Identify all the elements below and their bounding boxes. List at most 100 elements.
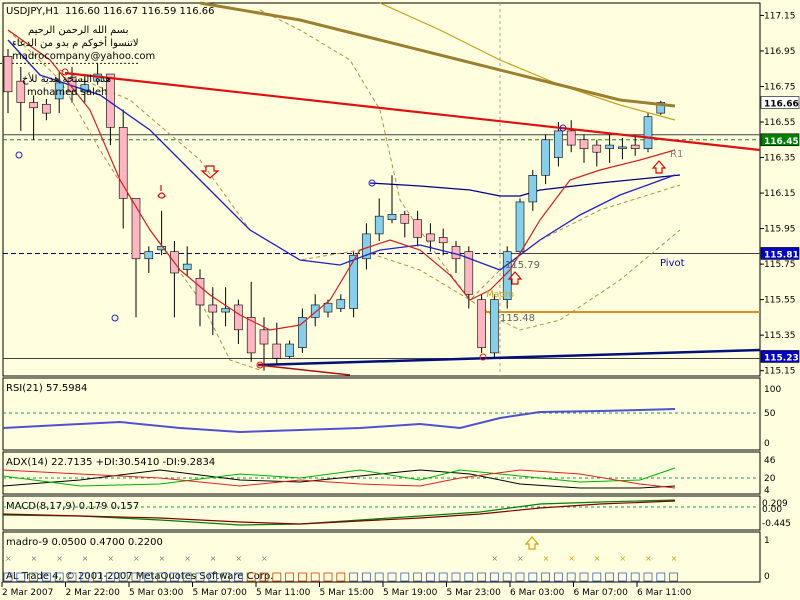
bear-candle [426,233,435,242]
madro-box [169,572,179,582]
price-badge-label: 115.23 [764,353,799,363]
bear-candle [592,144,602,153]
price-tick-label: 116.15 [764,189,796,199]
bull-candle [605,144,614,149]
madro-box [554,572,563,582]
madro-box [605,572,614,582]
madro-box [323,572,333,582]
price-tick-label: 115.15 [764,367,796,377]
swing-marker [479,353,487,361]
olive-ma-line [199,1,676,108]
swing-marker [15,151,23,159]
madro-box [489,572,499,582]
rsi-tick: 100 [764,385,781,395]
adx-tick: 46 [764,456,776,466]
bear-candle [272,343,282,359]
bull-candle [144,251,154,260]
madro-box [477,572,487,582]
madro-box [16,572,26,582]
madro-pane-frame [2,531,761,583]
bear-candle [42,103,51,114]
madro-box [349,572,359,582]
price-badge [760,350,800,363]
bull-candle [374,215,384,235]
madro-box [233,572,243,582]
macd-signal-line [2,500,676,525]
bull-candle [349,254,358,309]
madro-signal-mark: × [56,554,63,563]
price-axis: 117.15 116.95 116.75 116.55 116.35 116.15 115.… [760,11,796,377]
madro-box [246,572,256,582]
r1-label: R1 [670,149,683,160]
adx-line [2,469,676,489]
time-tick-label: 2 Mar 22:00 [66,588,121,598]
madro-box [566,572,576,582]
macd-tick: -0.445 [762,519,791,529]
madro-box [643,572,653,582]
time-tick-label: 6 Mar 11:00 [637,588,692,598]
price-tick-label: 116.55 [764,118,796,128]
sub-indicator-lines: × × × × × × × × × × × × × × × × × × × [2,408,760,582]
price-tick-label: 115.35 [764,331,796,341]
madro-signal-mark: × [235,554,242,563]
plus-di-line [2,467,676,487]
price-tick-label: 116.95 [764,47,796,57]
madro-box [106,572,115,582]
adx-tick: 4 [764,486,770,496]
bear-candle [16,80,26,103]
madro-box [80,572,90,582]
bear-candle [477,299,486,348]
madro-signal-mark: × [671,554,678,563]
time-tick-label: 6 Mar 03:00 [510,588,565,598]
bull-candle [656,102,666,114]
bear-candle [413,219,422,238]
envelope-band-line [59,69,681,331]
overlay-lines-front [7,1,761,376]
madro-box [54,572,64,582]
bear-candle [566,130,576,146]
minus-di-line [2,469,676,489]
bull-candle [221,308,230,313]
bear-candle [259,329,269,345]
rsi-tick: 0 [764,439,770,449]
bear-candle [630,144,640,149]
madro-box [618,572,627,582]
madro-signal-mark: × [184,554,191,563]
buy-arrow-icon [651,160,667,174]
bull-candle [515,201,525,252]
time-tick-label: 5 Mar 03:00 [129,588,184,598]
price-badge-label: 116.66 [764,99,799,109]
madro-box [195,572,205,582]
bull-candle [554,130,563,158]
bull-candle [310,304,320,318]
madro-box [131,572,141,582]
rsi-label: RSI(21) 57.5984 [6,383,87,394]
madro-box [93,572,102,582]
symbol-label: USDJPY,H1 [6,6,59,17]
bear-candle [3,55,13,93]
madro-box [592,572,602,582]
madro-box [361,572,371,582]
bull-candle [618,146,627,149]
madro-box [259,572,269,582]
swing-marker [559,124,567,132]
candlesticks [3,49,666,371]
bull-candle [643,116,653,149]
madro-signal-mark: × [261,554,268,563]
main-pane-frame [2,2,761,377]
time-tick-label: 5 Mar 15:00 [320,588,375,598]
madro-signal-mark: × [5,554,12,563]
macd-label: MACD(8,17,9) 0.179 0.157 [6,501,139,512]
macd-main-line [2,499,676,526]
price-tick-label: 115.75 [764,260,796,270]
madro-box [502,572,512,582]
sell-arrow-icon [200,165,220,179]
bull-candle [285,343,294,357]
bear-candle [464,251,474,295]
pivot-blue-line [369,174,681,197]
madro-box [297,572,307,582]
red-short-line [257,364,351,376]
madro-signal-mark: × [619,554,626,563]
note-line-2: لاتنسوا أخوكم م بدو من الدعاء [12,36,139,49]
blue-ma-line [7,39,676,271]
